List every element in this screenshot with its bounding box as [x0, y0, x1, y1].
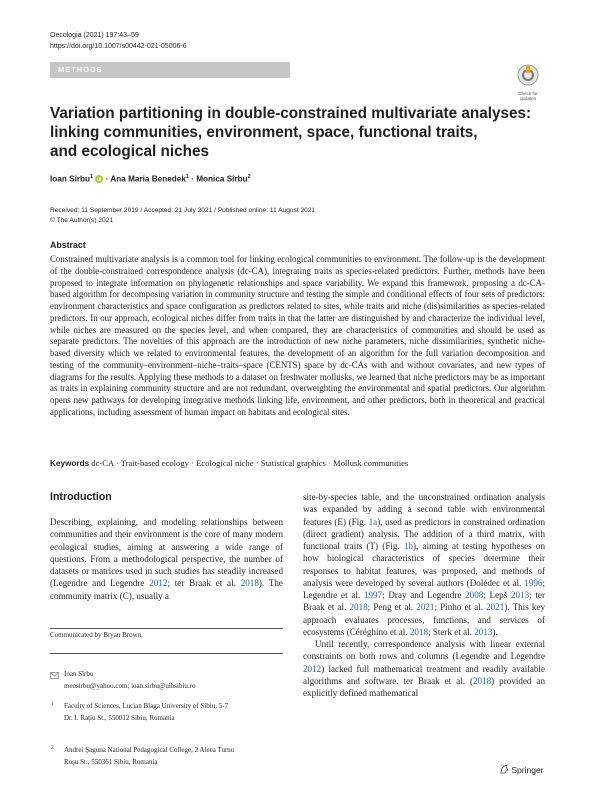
badge-icon — [517, 64, 539, 86]
abstract-text: Constrained multivariate analysis is a c… — [50, 254, 545, 417]
springer-horse — [500, 764, 509, 774]
right-column: site-by-species table, and the unconstra… — [303, 491, 545, 699]
footnote-rule — [50, 653, 283, 654]
section-heading: Introduction — [50, 491, 112, 503]
text-run: ) lacked full mathematical treatment and… — [303, 663, 545, 686]
communicated-by: Communicated by Bryan Brown. — [50, 631, 143, 639]
text-run: ; Sterk et al. — [428, 626, 475, 637]
affiliation-line: Roşu St., 550361 Sibiu, Romania — [64, 757, 158, 766]
paragraph: Describing, explaining, and modeling rel… — [50, 516, 283, 602]
author[interactable]: · Monica Sîrbu — [191, 174, 248, 184]
correspondence-email[interactable]: meosirbu@yahoo.com; ioan.sirbu@ulbsibiu.… — [64, 682, 196, 690]
text-run: Describing, explaining, and modeling rel… — [50, 517, 283, 589]
text-run: ; Pinho et al. — [434, 602, 487, 613]
citation-link[interactable]: 2012 — [149, 578, 168, 589]
publisher: Springer — [511, 765, 544, 775]
text-run: ; ter Braak et al. — [167, 578, 241, 589]
author[interactable]: · Ana Maria Benedek — [105, 174, 186, 184]
check-updates-badge[interactable]: Check for updates — [510, 64, 546, 101]
abstract-heading: Abstract — [50, 240, 86, 250]
correspondence-name: Ioan Sîrbu — [64, 670, 94, 678]
citation-link[interactable]: 2018 — [472, 675, 492, 686]
text-run: Until recently, correspondence analysis … — [303, 639, 545, 662]
citation-link[interactable]: 1a — [368, 516, 378, 527]
affiliation: Faculty of Sciences, Lucian Blaga Univer… — [64, 701, 228, 724]
title-line: linking communities, environment, space,… — [50, 124, 478, 141]
affiliation-number: 2 — [51, 745, 54, 751]
affiliation-line: Dr. I. Rațiu St., 550012 Sibiu, Romania — [64, 713, 175, 722]
citation-link[interactable]: 2008 — [465, 590, 484, 600]
citation-link[interactable]: 1b — [403, 541, 414, 551]
affiliation-line: Faculty of Sciences, Lucian Blaga Univer… — [64, 702, 229, 710]
text-run: ). — [492, 626, 498, 637]
citation-link[interactable]: 2018 — [409, 626, 429, 637]
author[interactable]: Ioan Sîrbu — [50, 174, 91, 184]
doi[interactable]: https://doi.org/10.1007/s00442-021-05006… — [50, 43, 187, 50]
text-run: ; Dray and Legendre — [382, 590, 466, 600]
citation-link[interactable]: 2021 — [486, 602, 505, 613]
citation-link[interactable]: 2013 — [510, 590, 530, 600]
badge-text: updates — [519, 96, 537, 101]
publisher-logo: Springer — [500, 764, 544, 775]
citation-link[interactable]: 1996 — [524, 577, 543, 588]
affiliation: Andrei Şaguna National Pedagogical Colle… — [64, 745, 234, 768]
affiliation-ref: 1 — [185, 174, 189, 180]
citation-link[interactable]: 2018 — [240, 578, 259, 589]
journal-ref: Oecologia (2021) 197:43–59 — [50, 32, 139, 39]
text-run: ), aiming at testing hypotheses on how b… — [303, 541, 545, 588]
citation-link[interactable]: 2012 — [303, 663, 322, 674]
text-run: ). This key approach evaluates processes… — [303, 602, 545, 637]
citation-link[interactable]: 1997 — [363, 590, 383, 600]
authors: Ioan Sîrbu1 · Ana Maria Benedek1 · Monic… — [50, 174, 251, 184]
section-label: METHODS — [58, 65, 103, 74]
keywords: Keywords dc-CA · Trait-based ecology · E… — [50, 458, 408, 468]
keywords-label: Keywords — [50, 459, 90, 468]
text-run: ; Lepš — [483, 590, 511, 600]
title-line: Variation partitioning in double-constra… — [50, 105, 532, 122]
affiliation-number: 1 — [51, 701, 54, 707]
text-run: ; ter Braak et al. — [303, 590, 545, 613]
citation-link[interactable]: 2021 — [416, 602, 435, 613]
paragraph: site-by-species table, and the unconstra… — [303, 491, 545, 638]
text-run: site-by-species table, and the unconstra… — [303, 492, 545, 527]
orcid-icon[interactable] — [95, 174, 104, 183]
text-run: ; Legendre et al. — [303, 577, 545, 600]
section-bar: METHODS — [50, 62, 290, 78]
citation-link[interactable]: 2013 — [474, 626, 493, 637]
text-run: ; Peng et al. — [367, 602, 417, 613]
title-line: and ecological niches — [50, 143, 209, 160]
text-run: ) provided an explicitly defined mathema… — [303, 675, 546, 698]
affiliation-ref: 1 — [90, 174, 94, 180]
text-run: ). The community matrix (C), usually a — [50, 578, 283, 601]
badge-text: Check for — [518, 91, 538, 96]
footnote-rule — [50, 628, 283, 629]
keywords-text: dc-CA · Trait-based ecology · Ecological… — [91, 458, 409, 468]
paragraph: Until recently, correspondence analysis … — [303, 638, 545, 699]
affiliation-line: Andrei Şaguna National Pedagogical Colle… — [64, 746, 235, 754]
mail-icon — [50, 672, 59, 679]
affiliation-ref: 2 — [247, 174, 251, 180]
copyright: © The Author(s) 2021 — [50, 217, 114, 224]
citation-link[interactable]: 2018 — [349, 602, 368, 613]
title: Variation partitioning in double-constra… — [50, 104, 550, 161]
text-run: ), used as predictors in constrained ord… — [303, 516, 545, 552]
dates: Received: 11 September 2019 / Accepted: … — [50, 207, 316, 214]
